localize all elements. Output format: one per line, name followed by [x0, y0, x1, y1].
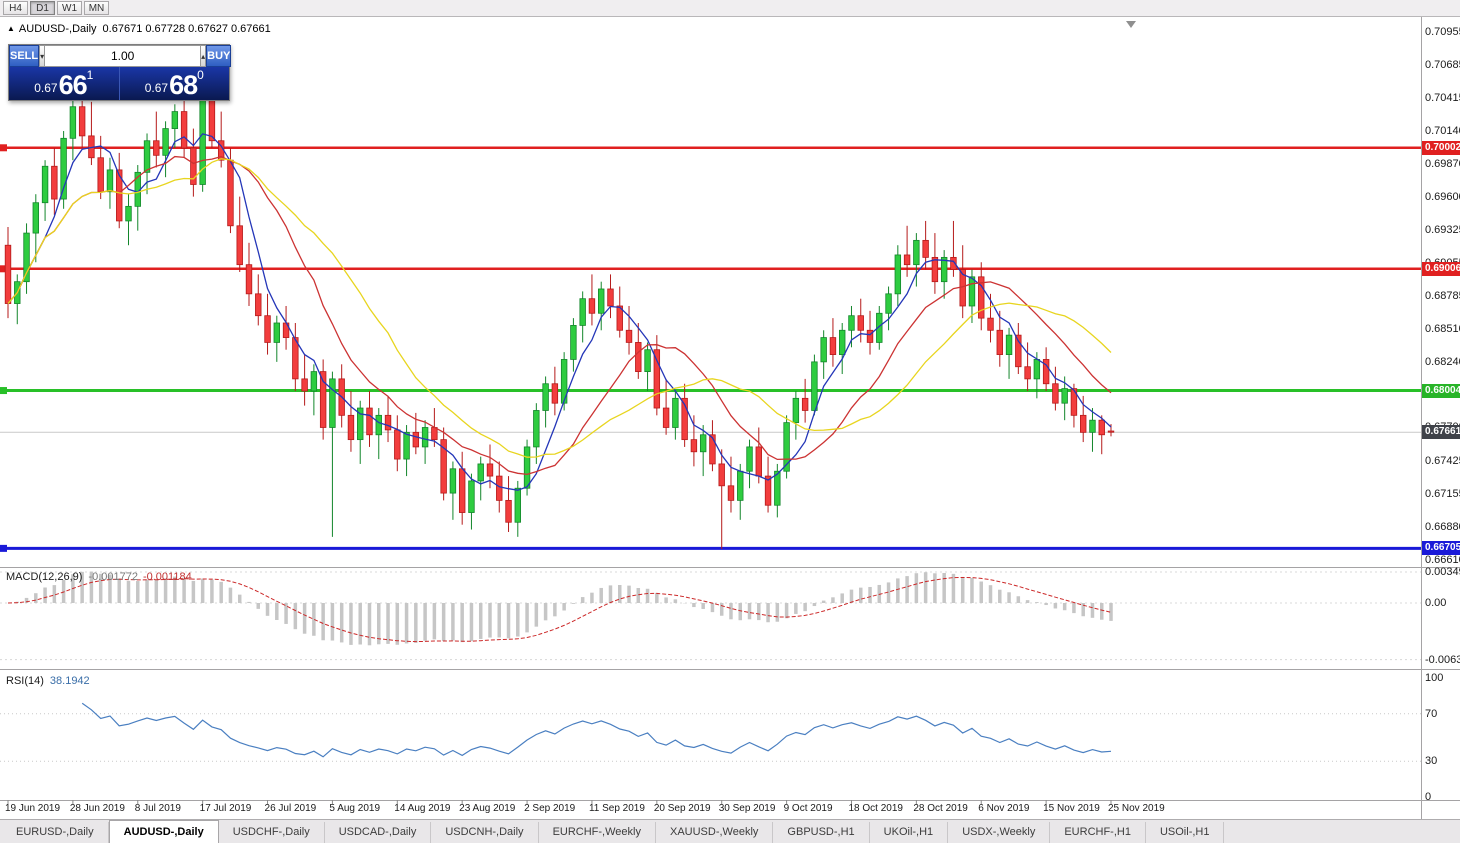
- sell-price-prefix: 0.67: [34, 81, 58, 95]
- price-axis-label: 0.70415: [1425, 91, 1460, 104]
- date-label: 30 Sep 2019: [718, 803, 776, 814]
- date-label: 15 Nov 2019: [1043, 803, 1100, 814]
- volume-increase-button[interactable]: ▴: [200, 45, 207, 67]
- tab-eurchf-weekly[interactable]: EURCHF-,Weekly: [538, 822, 656, 843]
- rsi-axis-label: 100: [1425, 672, 1444, 684]
- timeframe-button-d1[interactable]: D1: [30, 1, 55, 15]
- macd-value-main: -0.001772: [88, 571, 138, 583]
- trade-panel-prices: 0.67 66 1 0.67 68 0: [9, 67, 229, 100]
- date-label: 19 Jun 2019: [5, 803, 61, 814]
- price-marker: 0.70002: [1422, 140, 1460, 155]
- tab-usdchf-daily[interactable]: USDCHF-,Daily: [218, 822, 325, 843]
- tab-ukoil-h1[interactable]: UKOil-,H1: [869, 822, 949, 843]
- price-marker: 0.69006: [1422, 261, 1460, 276]
- date-label: 9 Oct 2019: [783, 803, 833, 814]
- rsi-name: RSI(14): [6, 675, 44, 687]
- tab-audusd-daily[interactable]: AUDUSD-,Daily: [108, 820, 219, 843]
- price-axis-label: 0.70955: [1425, 26, 1460, 38]
- date-label: 18 Oct 2019: [848, 803, 903, 814]
- timeframe-button-mn[interactable]: MN: [84, 1, 109, 15]
- price-marker: 0.67661: [1422, 425, 1460, 440]
- tab-eurchf-h1[interactable]: EURCHF-,H1: [1050, 822, 1146, 843]
- chart-shift-icon[interactable]: [1126, 21, 1136, 28]
- date-label: 17 Jul 2019: [199, 803, 252, 814]
- rsi-axis-label: 0: [1425, 791, 1432, 803]
- date-label: 20 Sep 2019: [653, 803, 711, 814]
- sell-price-big: 66: [58, 70, 88, 100]
- macd-name: MACD(12,26,9): [6, 571, 83, 583]
- sell-price[interactable]: 0.67 66 1: [9, 67, 119, 100]
- macd-label: MACD(12,26,9) -0.001772 -0.001184: [6, 571, 192, 583]
- tab-usdx-weekly[interactable]: USDX-,Weekly: [948, 822, 1051, 843]
- date-label: 28 Oct 2019: [913, 803, 968, 814]
- price-axis-label: 0.69325: [1425, 224, 1460, 237]
- rsi-value: 38.1942: [49, 675, 90, 687]
- volume-decrease-button[interactable]: ▾: [39, 45, 46, 67]
- price-axis-label: 0.67425: [1425, 454, 1460, 467]
- timeframe-button-h4[interactable]: H4: [3, 1, 28, 15]
- date-axis[interactable]: 19 Jun 2019 28 Jun 2019 8 Jul 2019 17 Jul 2…: [0, 0, 1421, 819]
- price-axis-label: 0.70685: [1425, 58, 1460, 71]
- volume-input[interactable]: [45, 45, 201, 67]
- macd-axis-label: -0.00637: [1425, 653, 1460, 666]
- timeframe-button-w1[interactable]: W1: [57, 1, 82, 15]
- date-label: 6 Nov 2019: [978, 803, 1030, 814]
- date-label: 5 Aug 2019: [329, 803, 381, 814]
- macd-axis-label: 0.00: [1425, 597, 1447, 609]
- timeframe-toolbar: H4 D1 W1 MN: [0, 0, 1460, 17]
- tab-usdcad-daily[interactable]: USDCAD-,Daily: [324, 822, 432, 843]
- price-axis-label: 0.68785: [1425, 289, 1460, 302]
- chart-title: ▲ AUDUSD-,Daily 0.67671 0.67728 0.67627 0.…: [7, 23, 271, 35]
- date-label: 11 Sep 2019: [588, 803, 645, 814]
- price-marker: 0.66705: [1422, 541, 1460, 556]
- price-marker: 0.68004: [1422, 383, 1460, 398]
- date-label: 28 Jun 2019: [69, 803, 125, 814]
- date-label: 26 Jul 2019: [264, 803, 317, 814]
- buy-price-sup: 0: [197, 68, 204, 82]
- tab-usdcnh-daily[interactable]: USDCNH-,Daily: [431, 822, 539, 843]
- tab-gbpusd-h1[interactable]: GBPUSD-,H1: [773, 822, 870, 843]
- rsi-label: RSI(14) 38.1942: [6, 675, 90, 687]
- buy-price-big: 68: [169, 70, 198, 100]
- rsi-axis-label: 30: [1425, 755, 1438, 768]
- buy-button[interactable]: BUY: [206, 45, 232, 67]
- date-label: 14 Aug 2019: [394, 803, 451, 814]
- trade-panel-controls: SELL ▾ ▴ BUY: [9, 45, 232, 67]
- sell-button[interactable]: SELL: [9, 45, 40, 67]
- buy-price-prefix: 0.67: [144, 81, 169, 95]
- tab-eurusd-daily[interactable]: EURUSD-,Daily: [2, 822, 109, 843]
- chart-tabs: EURUSD-,Daily AUDUSD-,Daily USDCHF-,Daily U…: [0, 819, 1460, 843]
- date-label: 23 Aug 2019: [459, 803, 516, 814]
- chart-ohlc-values: 0.67671 0.67728 0.67627 0.67661: [102, 23, 271, 35]
- tab-usoil-h1[interactable]: USOil-,H1: [1145, 822, 1225, 843]
- macd-axis-label: 0.00349: [1425, 565, 1460, 578]
- date-label: 25 Nov 2019: [1108, 803, 1165, 814]
- sell-price-sup: 1: [86, 68, 94, 82]
- chart-symbol-label: AUDUSD-,Daily: [18, 23, 97, 35]
- tab-xauusd-weekly[interactable]: XAUUSD-,Weekly: [655, 822, 774, 843]
- symbol-marker-icon: ▲: [7, 24, 15, 33]
- date-label: 8 Jul 2019: [134, 803, 181, 814]
- price-axis-label: 0.67155: [1425, 487, 1460, 500]
- macd-value-signal: -0.001184: [142, 571, 192, 583]
- date-label: 2 Sep 2019: [524, 803, 576, 814]
- rsi-axis-label: 70: [1425, 707, 1438, 720]
- buy-price[interactable]: 0.67 68 0: [118, 67, 230, 100]
